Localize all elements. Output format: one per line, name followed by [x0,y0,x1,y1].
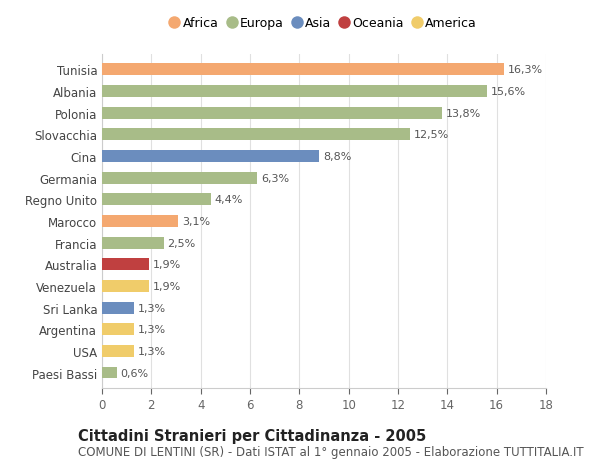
Text: 1,3%: 1,3% [138,325,166,335]
Bar [102,194,211,206]
Text: 6,3%: 6,3% [261,173,289,183]
Text: 2,5%: 2,5% [167,238,196,248]
Bar [102,259,149,271]
Bar [102,151,319,162]
Text: 3,1%: 3,1% [182,217,210,226]
Text: 1,3%: 1,3% [138,303,166,313]
Legend: Africa, Europa, Asia, Oceania, America: Africa, Europa, Asia, Oceania, America [169,15,479,33]
Text: 8,8%: 8,8% [323,151,351,162]
Text: 1,9%: 1,9% [152,281,181,291]
Bar [102,172,257,184]
Bar [102,367,117,379]
Text: 13,8%: 13,8% [446,108,481,118]
Bar [102,302,134,314]
Bar [102,280,149,292]
Bar [102,86,487,98]
Bar [102,107,442,119]
Text: 4,4%: 4,4% [214,195,242,205]
Bar [102,129,410,141]
Bar [102,237,164,249]
Text: COMUNE DI LENTINI (SR) - Dati ISTAT al 1° gennaio 2005 - Elaborazione TUTTITALIA: COMUNE DI LENTINI (SR) - Dati ISTAT al 1… [78,445,584,458]
Bar [102,216,178,227]
Text: 16,3%: 16,3% [508,65,543,75]
Text: 0,6%: 0,6% [121,368,149,378]
Text: 12,5%: 12,5% [414,130,449,140]
Text: 15,6%: 15,6% [491,87,526,97]
Text: 1,9%: 1,9% [152,260,181,270]
Text: 1,3%: 1,3% [138,346,166,356]
Bar [102,64,504,76]
Text: Cittadini Stranieri per Cittadinanza - 2005: Cittadini Stranieri per Cittadinanza - 2… [78,428,426,443]
Bar [102,345,134,357]
Bar [102,324,134,336]
